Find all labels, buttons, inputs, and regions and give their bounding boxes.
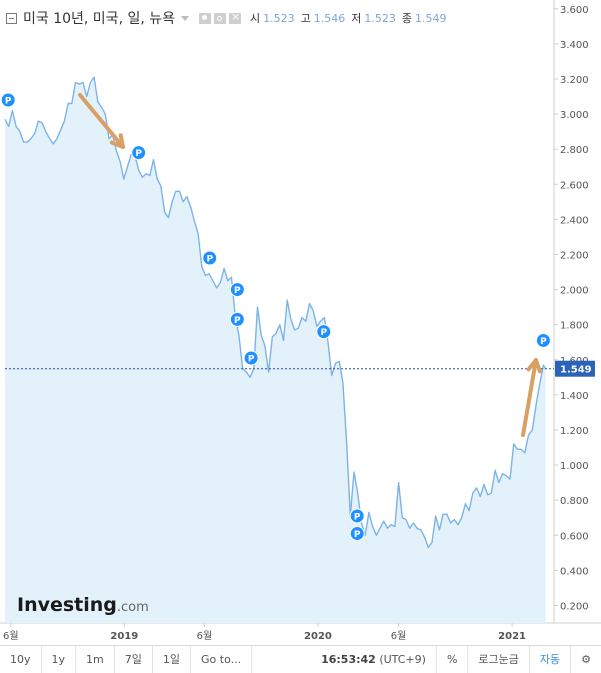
period-1m[interactable]: 1m (76, 646, 115, 673)
arrow-head (526, 358, 542, 374)
low-label: 저 (351, 12, 362, 25)
auto-scale-button[interactable]: 자동 (530, 646, 572, 673)
y-tick-label: 3.000 (560, 110, 589, 121)
event-marker[interactable]: P (229, 282, 245, 298)
series-line (4, 76, 547, 549)
collapse-icon[interactable] (6, 12, 17, 24)
symbol-title[interactable]: 미국 10년, 미국, 일, 뉴욕 (23, 11, 176, 27)
event-marker[interactable]: P (202, 250, 218, 266)
clock-timezone: (UTC+9) (379, 653, 426, 666)
y-tick-label: 2.400 (560, 215, 589, 226)
period-10y[interactable]: 10y (0, 646, 42, 673)
y-tick-label: 1.400 (560, 391, 589, 402)
marker-dot (535, 332, 551, 348)
y-tick-label: 2.200 (560, 250, 589, 261)
period-1d[interactable]: 1일 (153, 646, 191, 673)
settings-gear-icon[interactable]: ⚙ (581, 653, 591, 666)
logo-suffix: .com (117, 600, 149, 615)
period-1y[interactable]: 1y (42, 646, 77, 673)
goto-button[interactable]: Go to... (191, 646, 253, 673)
clock[interactable]: 16:53:42 (UTC+9) (311, 646, 437, 673)
marker-label: P (206, 254, 213, 264)
marker-label: P (248, 355, 255, 365)
y-tick-label: 1.000 (560, 461, 589, 472)
y-tick-label: 1.200 (560, 426, 589, 437)
event-marker[interactable]: P (243, 350, 259, 366)
x-tick-label: 6월 (197, 630, 213, 642)
logo-main: Investing (17, 594, 117, 616)
marker-dot (0, 92, 16, 108)
marker-label: P (320, 328, 327, 338)
marker-dot (229, 282, 245, 298)
investing-logo: Investing.com (17, 594, 149, 616)
close-icon[interactable] (229, 10, 242, 24)
logo-text: Investing.com (17, 594, 149, 616)
period-7d[interactable]: 7일 (115, 646, 153, 673)
event-marker[interactable]: P (316, 324, 332, 340)
close-value: 1.549 (415, 11, 447, 25)
high-value: 1.546 (313, 11, 346, 25)
marker-label: P (354, 512, 361, 522)
event-marker[interactable]: P (0, 92, 16, 108)
chart-canvas[interactable]: 0.2000.4000.6000.8001.0001.2001.4001.600… (0, 0, 601, 645)
event-marker[interactable]: P (349, 508, 365, 524)
bottom-toolbar: 10y 1y 1m 7일 1일 Go to... 16:53:42 (UTC+9… (0, 645, 601, 673)
y-tick-label: 2.800 (560, 145, 589, 156)
marker-dot (131, 145, 147, 161)
event-marker[interactable]: P (229, 311, 245, 327)
chart-legend: 미국 10년, 미국, 일, 뉴욕 시 1.523 고 1.546 저 1.52… (6, 8, 447, 28)
low-value: 1.523 (364, 11, 396, 25)
marker-dot (316, 324, 332, 340)
y-tick-label: 3.600 (560, 5, 589, 16)
arrow-shaft (521, 358, 538, 437)
marker-label: P (234, 286, 241, 296)
arrow-shaft (78, 93, 125, 149)
marker-dot (229, 311, 245, 327)
percent-scale-button[interactable]: % (437, 646, 469, 673)
chevron-down-icon[interactable] (181, 15, 190, 21)
high-label: 고 (300, 12, 311, 25)
price-tag-box (555, 360, 595, 377)
y-tick-label: 2.600 (560, 180, 589, 191)
clock-time: 16:53:42 (321, 653, 376, 666)
event-marker[interactable]: P (535, 332, 551, 348)
x-tick-label: 2019 (110, 631, 138, 642)
arrow-head (109, 133, 125, 149)
marker-label: P (5, 97, 12, 107)
marker-dot (202, 250, 218, 266)
open-value: 1.523 (263, 11, 295, 25)
event-marker[interactable]: P (349, 525, 365, 541)
y-tick-label: 0.200 (560, 601, 589, 612)
x-tick-label: 6월 (3, 630, 19, 642)
marker-label: P (540, 337, 547, 347)
log-scale-button[interactable]: 로그눈금 (468, 646, 530, 673)
y-tick-label: 2.000 (560, 286, 589, 297)
y-tick-label: 0.800 (560, 496, 589, 507)
marker-label: P (135, 149, 142, 159)
y-tick-label: 3.400 (560, 40, 589, 51)
y-tick-label: 1.800 (560, 321, 589, 332)
gear-icon[interactable] (214, 12, 227, 24)
x-tick-label: 6월 (391, 630, 407, 642)
marker-dot (243, 350, 259, 366)
marker-label: P (354, 530, 361, 540)
y-tick-label: 0.600 (560, 531, 589, 542)
eye-icon[interactable] (199, 12, 212, 24)
annotation-arrow-down (78, 93, 125, 149)
close-label: 종 (401, 12, 413, 25)
marker-dot (349, 508, 365, 524)
series-area (5, 77, 546, 623)
open-label: 시 (250, 12, 261, 25)
y-tick-label: 3.200 (560, 75, 589, 86)
annotation-arrow-up (521, 358, 542, 437)
event-marker[interactable]: P (131, 145, 147, 161)
price-tag-label: 1.549 (560, 365, 592, 376)
marker-label: P (234, 316, 241, 326)
marker-dot (349, 525, 365, 541)
x-tick-label: 2020 (304, 631, 332, 642)
x-tick-label: 2021 (498, 631, 526, 642)
y-tick-label: 0.400 (560, 566, 589, 577)
